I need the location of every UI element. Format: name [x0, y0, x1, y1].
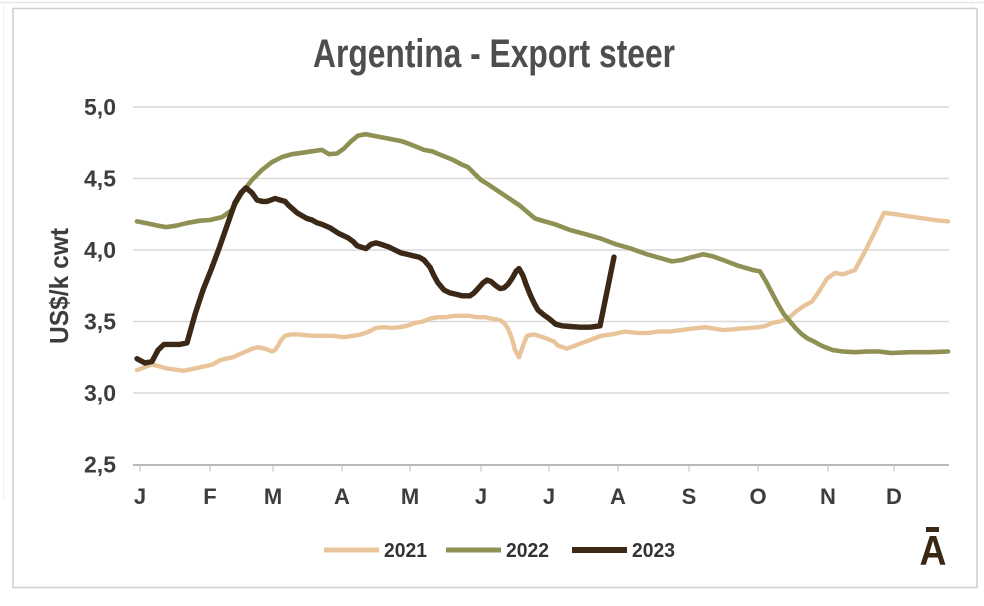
svg-text:5,0: 5,0: [84, 94, 116, 120]
svg-text:N: N: [820, 484, 836, 509]
svg-text:2022: 2022: [506, 540, 549, 562]
svg-text:J: J: [134, 484, 146, 509]
svg-text:S: S: [682, 484, 697, 509]
svg-text:O: O: [749, 484, 766, 509]
svg-text:Argentina - Export steer: Argentina - Export steer: [313, 32, 675, 76]
svg-text:3,0: 3,0: [84, 380, 116, 406]
svg-text:A: A: [610, 484, 626, 509]
svg-text:US$/k cwt: US$/k cwt: [44, 228, 74, 344]
svg-text:2023: 2023: [632, 540, 675, 562]
svg-text:2021: 2021: [384, 540, 427, 562]
svg-text:M: M: [264, 484, 282, 509]
svg-text:J: J: [543, 484, 555, 509]
svg-text:F: F: [203, 484, 216, 509]
svg-text:3,5: 3,5: [84, 309, 116, 335]
svg-text:A: A: [334, 484, 350, 509]
svg-text:4,0: 4,0: [84, 237, 116, 263]
svg-text:D: D: [886, 484, 902, 509]
svg-text:2,5: 2,5: [84, 452, 116, 478]
svg-text:J: J: [475, 484, 487, 509]
svg-text:M: M: [401, 484, 419, 509]
svg-text:A: A: [920, 527, 947, 574]
svg-text:4,5: 4,5: [84, 166, 116, 192]
